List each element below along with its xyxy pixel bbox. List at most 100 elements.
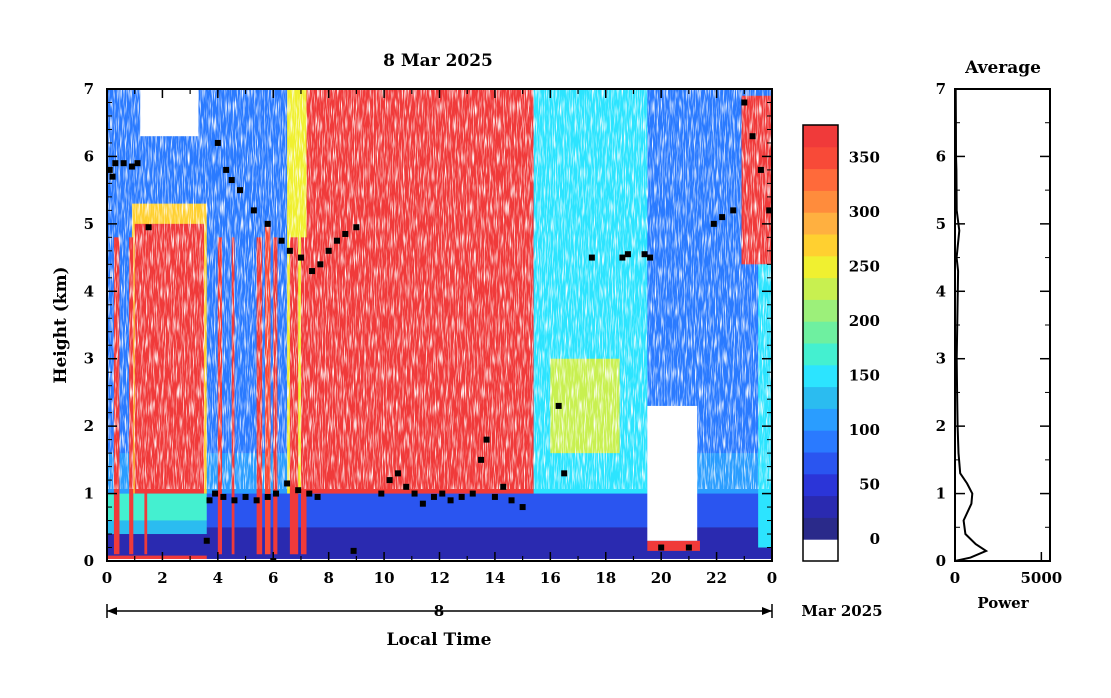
- colorbar-swatch: [803, 539, 838, 562]
- y-axis: 0 1 2 3 4 5 6 7: [84, 80, 772, 570]
- cloud-base-marker: [212, 490, 219, 497]
- cloud-base-marker: [561, 470, 568, 477]
- profile-y-axis: 0 1 2 3 4 5 6 7: [936, 80, 1050, 570]
- heatmap-cell: [107, 555, 207, 561]
- colorbar-swatch: [803, 255, 838, 279]
- cloud-base-marker: [228, 177, 235, 184]
- heatmap-image: [107, 89, 772, 561]
- heatmap-empty-cell: [140, 89, 199, 137]
- x-tick-label: 22: [706, 569, 727, 587]
- profile-y-tick-label: 3: [936, 350, 946, 368]
- colorbar-swatch: [803, 234, 838, 257]
- cloud-base-marker: [647, 254, 654, 261]
- y-tick-label: 2: [84, 417, 94, 435]
- cloud-base-marker: [353, 224, 360, 231]
- colorbar-tick-label: 0: [870, 530, 880, 548]
- cloud-base-marker: [619, 254, 626, 261]
- y-tick-label: 3: [84, 350, 94, 368]
- cloud-base-marker: [206, 497, 213, 504]
- colorbar-swatch: [803, 321, 838, 344]
- profile-y-tick-label: 4: [936, 282, 946, 300]
- colorbar: 0 50 100 150 200 250 300 350: [802, 124, 880, 562]
- profile-y-tick-label: 5: [936, 215, 946, 233]
- cloud-base-marker: [220, 493, 227, 500]
- colorbar-tick-label: 350: [849, 149, 880, 167]
- cloud-base-marker: [658, 544, 665, 551]
- cloud-base-marker: [508, 497, 515, 504]
- cloud-base-marker: [309, 268, 316, 275]
- x-tick-label: 0: [102, 569, 112, 587]
- cloud-base-marker: [278, 237, 285, 244]
- cloud-base-marker: [439, 490, 446, 497]
- cloud-base-marker: [145, 224, 152, 231]
- cloud-base-marker: [447, 497, 454, 504]
- cloud-base-marker: [419, 500, 426, 507]
- cloud-base-marker: [250, 207, 257, 214]
- cloud-base-marker: [112, 160, 119, 167]
- colorbar-swatch: [803, 495, 838, 518]
- cloud-base-marker: [710, 220, 717, 227]
- colorbar-swatch: [803, 343, 838, 366]
- date-month-label: Mar 2025: [801, 602, 882, 620]
- cloud-base-marker: [386, 477, 393, 484]
- cloud-base-marker: [519, 504, 526, 511]
- colorbar-tick-label: 50: [859, 476, 880, 494]
- cloud-base-marker: [378, 490, 385, 497]
- colorbar-swatch: [803, 452, 838, 475]
- x-tick-label: 4: [213, 569, 223, 587]
- cloud-base-marker: [500, 483, 507, 490]
- cloud-base-marker: [306, 490, 313, 497]
- cloud-base-marker: [214, 139, 221, 146]
- cloud-base-marker: [284, 480, 291, 487]
- cloud-base-marker: [314, 493, 321, 500]
- cloud-base-marker: [394, 470, 401, 477]
- profile-x-axis: 0 5000: [950, 552, 1062, 587]
- cloud-base-marker: [478, 456, 485, 463]
- x-tick-label: 14: [484, 569, 505, 587]
- cloud-base-marker: [685, 544, 692, 551]
- colorbar-tick-label: 100: [849, 421, 880, 439]
- cloud-base-marker: [120, 160, 127, 167]
- profile-series-line: [954, 88, 989, 562]
- cloud-base-marker: [253, 497, 260, 504]
- x-tick-label: 18: [595, 569, 616, 587]
- cloud-base-marker: [264, 493, 271, 500]
- y-tick-label: 1: [84, 485, 94, 503]
- colorbar-tick-label: 200: [849, 312, 880, 330]
- colorbar-swatch: [803, 430, 838, 453]
- heatmap-cell: [647, 540, 700, 551]
- cloud-base-marker: [483, 436, 490, 443]
- x-axis-label: Local Time: [387, 630, 492, 650]
- cloud-base-marker: [350, 547, 357, 554]
- cloud-base-marker: [325, 247, 332, 254]
- colorbar-tick-label: 250: [849, 258, 880, 276]
- cloud-base-marker: [295, 487, 302, 494]
- colorbar-swatch: [803, 146, 838, 170]
- cloud-base-marker: [469, 490, 476, 497]
- colorbar-swatch: [803, 212, 838, 235]
- profile-y-tick-label: 1: [936, 485, 946, 503]
- x-tick-label: 20: [651, 569, 672, 587]
- cloud-base-marker: [237, 187, 243, 194]
- x-tick-label: 2: [157, 569, 167, 587]
- cloud-base-marker: [491, 493, 498, 500]
- colorbar-frame: [802, 124, 839, 562]
- colorbar-swatch: [803, 473, 838, 497]
- profile-title: Average: [964, 58, 1041, 78]
- main-title: 8 Mar 2025: [383, 51, 493, 71]
- x-tick-label: 10: [374, 569, 395, 587]
- heatmap-empty-cell: [647, 405, 698, 541]
- colorbar-swatch: [803, 277, 838, 300]
- profile-x-label: Power: [977, 594, 1029, 612]
- cloud-base-marker: [430, 493, 437, 500]
- cloud-base-marker: [411, 490, 418, 497]
- colorbar-swatch: [803, 125, 838, 148]
- cloud-base-marker: [231, 497, 238, 504]
- cloud-base-marker: [719, 214, 726, 221]
- x-tick-label: 12: [429, 569, 450, 587]
- y-tick-label: 5: [84, 215, 94, 233]
- colorbar-swatch: [803, 190, 838, 213]
- x-tick-label: 8: [323, 569, 333, 587]
- colorbar-swatch: [803, 517, 838, 540]
